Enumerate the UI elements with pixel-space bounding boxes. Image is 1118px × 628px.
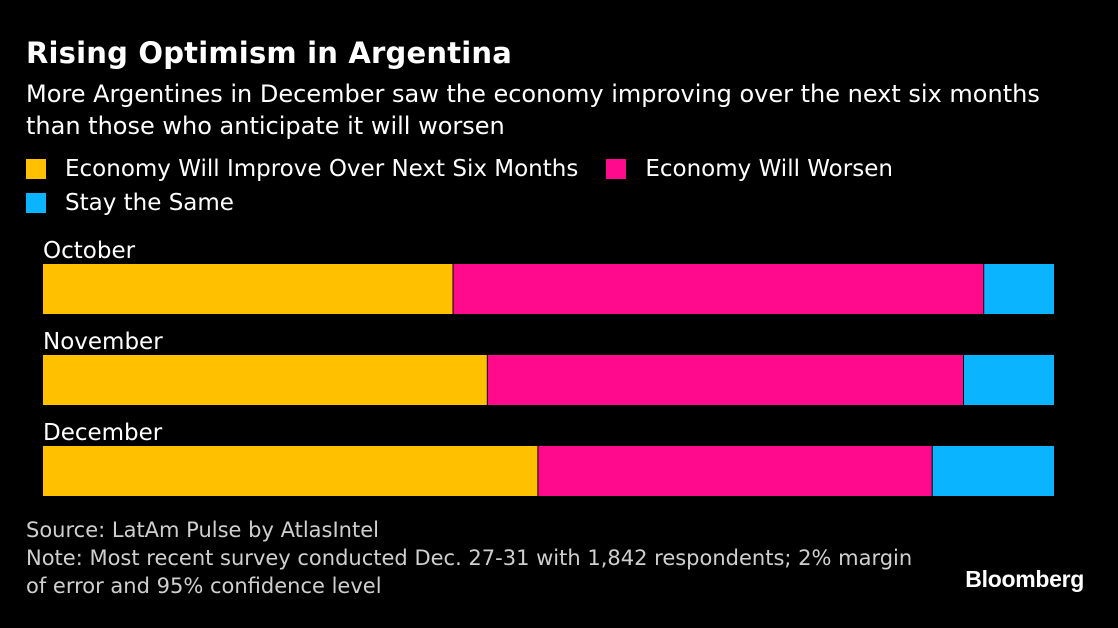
legend-swatch-same [26, 193, 46, 213]
category-label-october: October [43, 238, 136, 264]
bar-segment-november-1 [487, 355, 963, 405]
legend-item-same: Stay the Same [26, 186, 234, 220]
bar-segment-november-0 [43, 355, 487, 405]
legend-swatch-improve [26, 159, 46, 179]
footnotes: Source: LatAm Pulse by AtlasIntel Note: … [26, 516, 926, 600]
legend-label-same: Stay the Same [65, 190, 234, 216]
bar-segment-november-2 [964, 355, 1054, 405]
legend-swatch-worsen [606, 159, 627, 179]
survey-note: Note: Most recent survey conducted Dec. … [26, 546, 913, 598]
category-label-december: December [43, 420, 163, 446]
legend-item-worsen: Economy Will Worsen [606, 152, 893, 186]
legend-label-worsen: Economy Will Worsen [645, 156, 893, 182]
bloomberg-logo: Bloomberg [965, 566, 1084, 592]
legend-row-1: Economy Will Improve Over Next Six Month… [26, 152, 1026, 186]
legend: Economy Will Improve Over Next Six Month… [26, 152, 1026, 220]
category-label-november: November [43, 329, 163, 355]
bar-segment-december-0 [43, 446, 538, 496]
bar-segment-december-1 [538, 446, 932, 496]
bar-segment-december-2 [932, 446, 1054, 496]
source-note: Source: LatAm Pulse by AtlasIntel [26, 518, 379, 542]
chart-subtitle: More Argentines in December saw the econ… [26, 80, 1040, 140]
bar-segment-october-1 [453, 264, 984, 314]
legend-row-2: Stay the Same [26, 186, 1026, 220]
legend-item-improve: Economy Will Improve Over Next Six Month… [26, 152, 578, 186]
bar-segment-october-0 [43, 264, 453, 314]
legend-label-improve: Economy Will Improve Over Next Six Month… [65, 156, 579, 182]
bar-segment-october-2 [984, 264, 1054, 314]
chart-title: Rising Optimism in Argentina [26, 36, 513, 70]
